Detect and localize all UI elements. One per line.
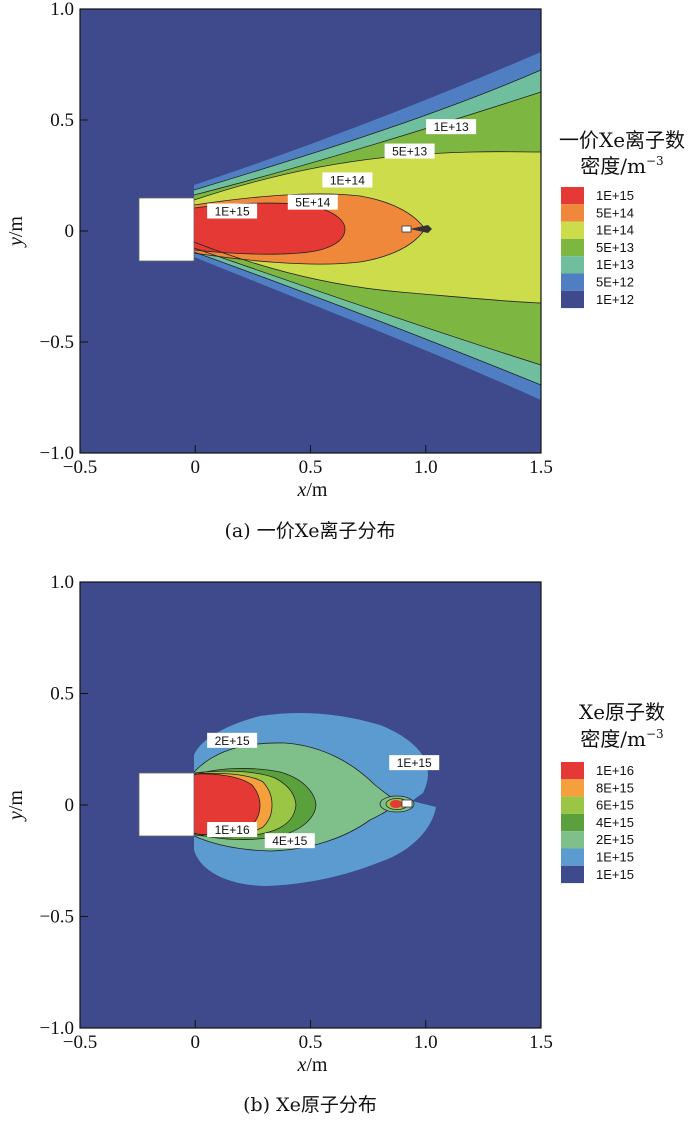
y-tick-label: 1.0 [50,0,74,20]
y-tick-label: −1.0 [40,443,74,464]
svg-text:5E+13: 5E+13 [596,240,634,255]
legend-entry: 1E+15 [561,848,634,866]
contour-label: 4E+15 [264,833,315,849]
y-tick-label: 0.5 [50,110,74,131]
panel-a-axes: −0.5 0 0.5 1.0 1.51.00.50−0.5−1.0x/my/m [5,0,553,501]
svg-text:1E+16: 1E+16 [596,763,634,778]
y-tick-label: −0.5 [40,332,74,353]
svg-text:8E+15: 8E+15 [596,780,634,795]
legend-entry: 1E+12 [561,290,634,309]
panel-b-legend: 1E+16 8E+15 6E+15 4E+15 2E+15 1E+15 1E+15 [561,762,634,884]
x-tick-label: 1.0 [414,457,438,478]
panel-b-caption: (b) Xe原子分布 [243,1094,377,1116]
svg-text:5E+14: 5E+14 [596,205,634,220]
svg-text:5E+12: 5E+12 [596,275,634,290]
x-axis-label: x/m [296,479,327,501]
contour-label: 2E+15 [207,732,258,748]
svg-text:1E+14: 1E+14 [596,223,634,238]
contour-label: 1E+15 [207,203,258,219]
legend-entry: 2E+15 [561,831,634,849]
panel-a-probe-wake [410,225,432,233]
y-tick-label: −0.5 [40,907,74,928]
contour-label: 1E+15 [389,755,440,771]
x-tick-label: −0.5 [63,457,97,478]
legend-entry: 5E+13 [561,238,634,257]
panel-b-region-1e16 [194,773,260,835]
legend-entry: 1E+16 [561,762,634,780]
legend-entry: 1E+15 [561,865,634,884]
panel-b-contour-labels: 2E+15 1E+15 1E+16 4E+15 [207,732,440,849]
contour-label: 1E+14 [322,172,373,188]
svg-text:1E+15: 1E+15 [596,867,634,882]
svg-text:1E+13: 1E+13 [596,257,634,272]
panel-b: 2E+15 1E+15 1E+16 4E+15 −0.5 0 0.5 1.0 1.5 1.0 0.… [5,572,665,1116]
panel-a-probe [401,225,412,233]
legend-entry: 1E+15 [561,187,634,205]
svg-text:1E+15: 1E+15 [596,850,634,865]
contour-label: 1E+13 [426,119,477,135]
legend-entry: 1E+14 [561,221,634,239]
panel-a-caption: (a) 一价Xe离子分布 [225,520,396,542]
y-tick-label: 0 [65,221,75,242]
panel-b-probe-halo-inner [390,800,402,808]
panel-a-legend: 1E+15 5E+14 1E+14 5E+13 1E+13 5E+12 1E+12 [561,187,634,309]
contour-label: 5E+14 [287,194,338,210]
y-tick-label: 1.0 [50,572,74,593]
panel-b-legend-title-line1: Xe原子数 [579,700,665,724]
x-tick-label: 0.5 [299,1032,323,1053]
x-tick-label: 1.0 [414,1032,438,1053]
panel-a-legend-title-line1: 一价Xe离子数 [559,128,685,152]
x-tick-label: 0 [191,1032,201,1053]
panel-b-axes: −0.5 0 0.5 1.0 1.51.00.50−0.5−1.0x/my/m [5,572,553,1076]
y-tick-label: −1.0 [40,1018,74,1039]
contour-label: 5E+13 [384,143,435,159]
panel-b-probe [401,799,413,808]
svg-text:5E+13: 5E+13 [392,145,427,159]
svg-text:2E+15: 2E+15 [596,832,634,847]
svg-text:5E+14: 5E+14 [295,196,330,210]
x-tick-label: −0.5 [63,1032,97,1053]
legend-entry: 1E+13 [561,256,634,274]
panel-b-thruster-body [138,772,195,837]
contour-label: 1E+16 [207,822,258,838]
x-axis-label: x/m [296,1054,327,1076]
x-tick-label: 0.5 [299,457,323,478]
svg-text:1E+14: 1E+14 [330,173,365,187]
svg-text:1E+15: 1E+15 [596,188,634,203]
svg-text:1E+15: 1E+15 [397,756,432,770]
y-tick-label: 0 [65,795,75,816]
legend-entry: 8E+15 [561,779,634,797]
legend-entry: 4E+15 [561,813,634,832]
y-axis-label: y/m [5,790,27,822]
legend-entry: 5E+14 [561,204,634,222]
y-axis-label: y/m [5,216,27,248]
svg-text:2E+15: 2E+15 [215,734,250,748]
svg-text:4E+15: 4E+15 [272,834,307,848]
x-tick-label: 0 [191,457,201,478]
legend-entry: 5E+12 [561,273,634,291]
svg-text:1E+15: 1E+15 [215,205,250,219]
panel-a-legend-title-line2: 密度/m−3 [580,154,663,178]
svg-text:6E+15: 6E+15 [596,798,634,813]
panel-b-legend-title-line2: 密度/m−3 [580,727,663,751]
svg-text:4E+15: 4E+15 [596,815,634,830]
legend-entry: 6E+15 [561,796,634,814]
panel-a-thruster-body [138,197,195,262]
svg-text:1E+13: 1E+13 [434,120,469,134]
x-tick-label: 1.5 [529,1032,553,1053]
svg-text:1E+12: 1E+12 [596,292,634,307]
y-tick-label: 0.5 [50,684,74,705]
svg-text:1E+16: 1E+16 [215,823,250,837]
x-tick-label: 1.5 [529,457,553,478]
